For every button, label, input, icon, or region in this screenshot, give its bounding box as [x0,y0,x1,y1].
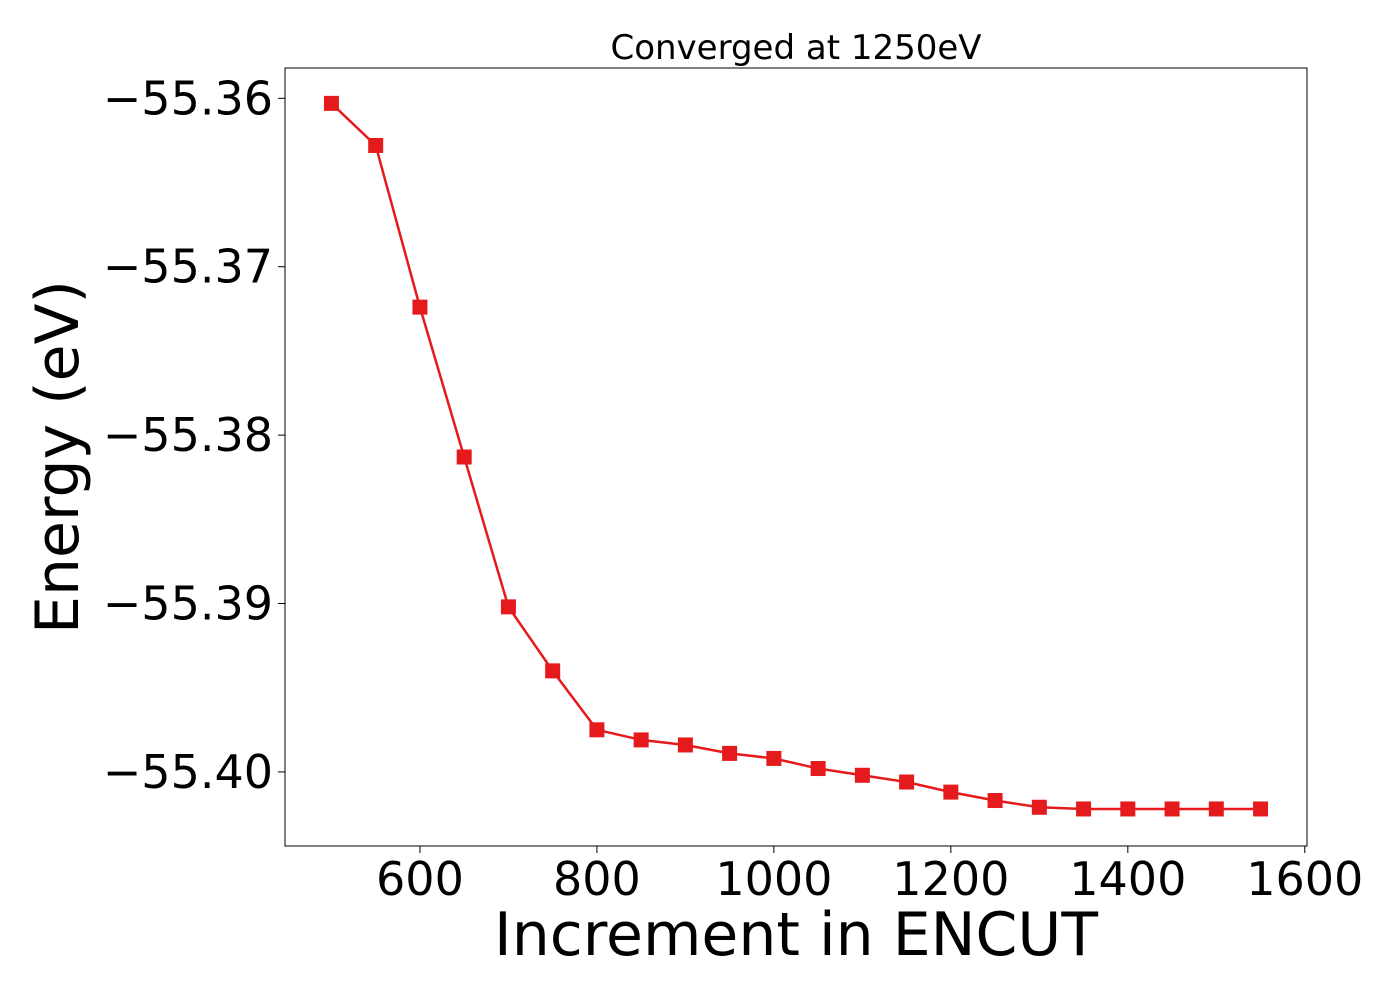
data-point-marker [633,732,649,748]
data-point-marker [412,299,428,315]
data-point-marker [677,737,693,753]
x-tick-label: 1200 [892,852,1009,906]
x-tick-label: 600 [376,852,464,906]
x-tick-label: 1400 [1069,852,1186,906]
x-tick-label: 800 [553,852,641,906]
y-tick-label: −55.39 [103,577,273,631]
data-point-marker [766,750,782,766]
data-point-marker [456,449,472,465]
data-point-marker [1076,801,1092,817]
x-axis-label: Increment in ENCUT [494,900,1098,970]
data-point-marker [1253,801,1269,817]
data-point-marker [810,761,826,777]
y-tick-label: −55.38 [103,408,273,462]
y-axis: −55.36 −55.37 −55.38 −55.39 −55.40 [103,71,285,799]
data-point-marker [722,745,738,761]
y-tick-label: −55.36 [103,71,273,125]
x-tick-label: 1600 [1246,852,1363,906]
data-point-marker [1208,801,1224,817]
data-point-marker [943,784,959,800]
data-point-marker [899,774,915,790]
data-point-marker [500,599,516,615]
data-point-marker [368,137,384,153]
plot-frame [284,67,1308,847]
x-axis: 600 800 1000 1200 1400 1600 [376,846,1363,906]
y-axis-label: Energy (eV) [23,280,93,634]
data-point-marker [589,722,605,738]
y-tick-label: −55.40 [103,745,273,799]
y-tick-label: −55.37 [103,240,273,294]
data-point-marker [1031,799,1047,815]
plot-area [323,95,1269,817]
data-point-marker [987,793,1003,809]
x-tick-label: 1000 [715,852,832,906]
data-point-marker [545,663,561,679]
data-point-marker [854,767,870,783]
chart-title: Converged at 1250eV [610,28,981,68]
data-point-marker [1164,801,1180,817]
series-line [330,102,1261,811]
data-point-marker [323,95,339,111]
data-point-marker [1120,801,1136,817]
